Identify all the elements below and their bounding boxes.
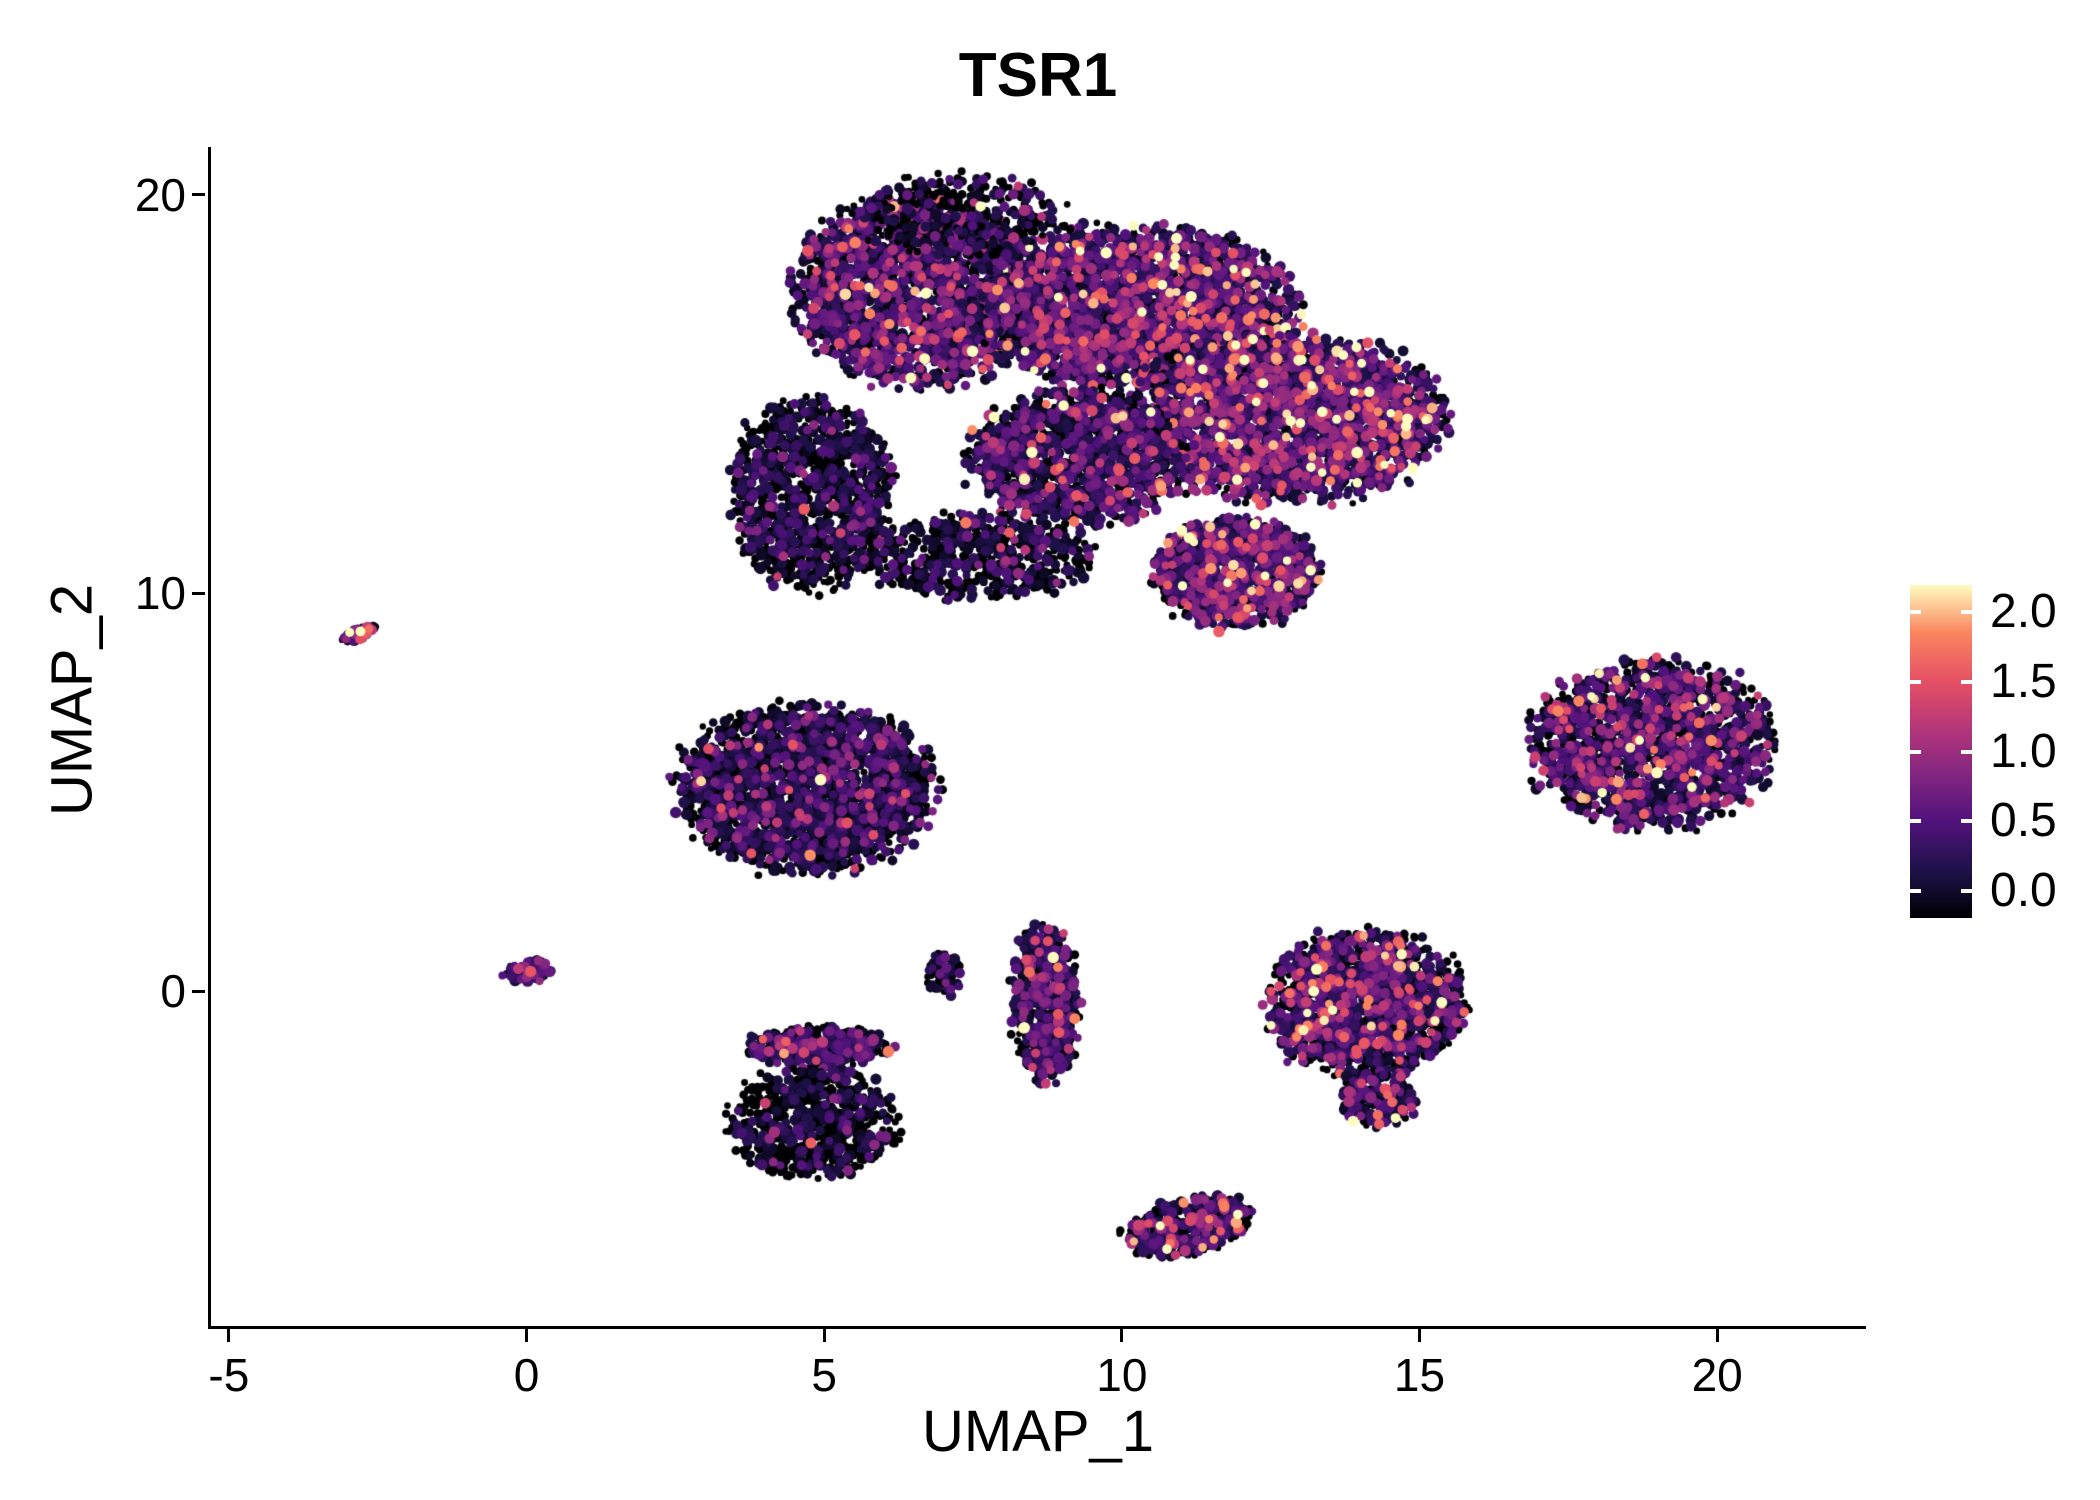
colorbar-tick: [1961, 889, 1972, 893]
colorbar-tick-label: 0.0: [1990, 864, 2057, 917]
x-tick-label: 5: [811, 1349, 837, 1401]
x-axis-line: [208, 1326, 1866, 1329]
colorbar-tick: [1961, 610, 1972, 614]
x-tick-label: 0: [513, 1349, 540, 1401]
plot-title: TSR1: [958, 41, 1118, 110]
colorbar-tick: [1910, 679, 1921, 684]
y-tick-label: 10: [134, 567, 186, 620]
y-tick-label: 0: [160, 965, 186, 1018]
colorbar-tick: [1961, 819, 1972, 824]
x-tick: [1418, 1329, 1421, 1342]
x-tick-label: 15: [1393, 1349, 1446, 1401]
x-tick: [227, 1329, 231, 1342]
y-tick: [192, 989, 205, 993]
colorbar-tick-label: 0.5: [1990, 794, 2057, 848]
x-axis-title: UMAP_1: [921, 1399, 1155, 1464]
x-tick: [525, 1329, 529, 1342]
y-axis-line: [208, 147, 211, 1329]
colorbar-tick-label: 1.5: [1990, 654, 2057, 708]
x-tick-label: 10: [1096, 1349, 1148, 1401]
y-tick: [192, 591, 205, 595]
colorbar-tick: [1910, 889, 1921, 893]
y-tick-label: 20: [134, 168, 186, 221]
x-tick-label: 20: [1691, 1349, 1743, 1401]
y-axis-title: UMAP_2: [39, 583, 105, 817]
colorbar-tick: [1961, 749, 1972, 754]
x-tick: [1120, 1329, 1124, 1342]
y-tick: [192, 193, 205, 197]
x-tick: [822, 1329, 826, 1342]
x-tick-label: -5: [208, 1349, 250, 1401]
colorbar-tick-label: 2.0: [1990, 585, 2057, 638]
colorbar-tick: [1910, 819, 1921, 824]
colorbar-tick-label: 1.0: [1990, 724, 2057, 778]
colorbar-tick: [1910, 749, 1921, 754]
colorbar-tick: [1961, 679, 1972, 684]
x-tick: [1715, 1329, 1719, 1342]
colorbar-tick: [1910, 610, 1921, 614]
